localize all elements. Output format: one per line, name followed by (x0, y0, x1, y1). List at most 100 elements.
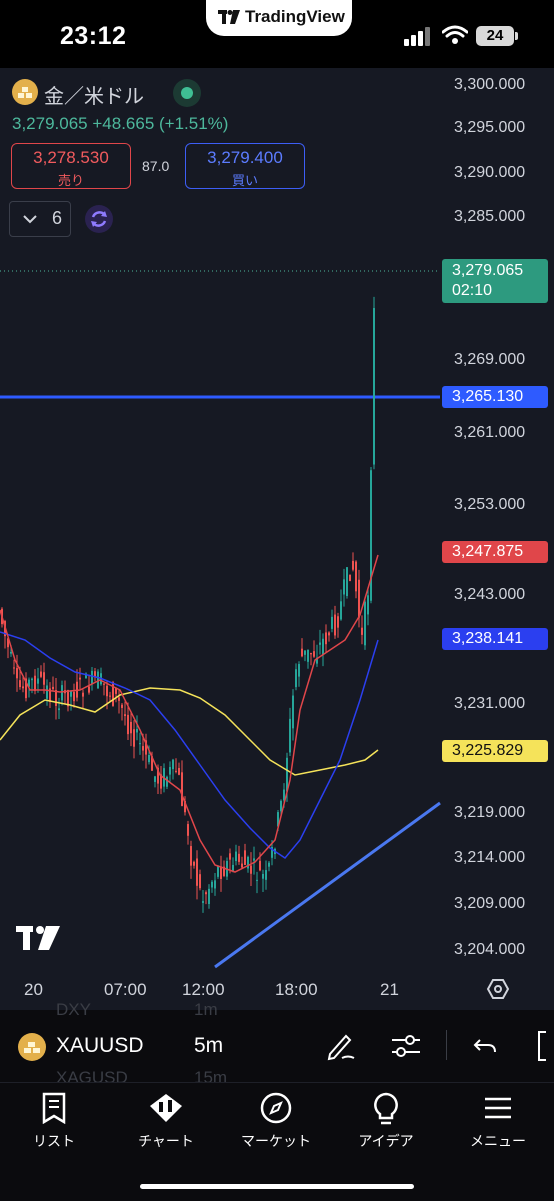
candle-body (22, 686, 24, 689)
candle-body (286, 757, 288, 792)
refresh-icon[interactable] (84, 204, 114, 234)
candle-body (37, 678, 39, 684)
candle-body (283, 789, 285, 801)
candle-body (373, 308, 375, 465)
nav-item-chart[interactable] (116, 1086, 216, 1152)
gold-symbol-icon (18, 1033, 46, 1061)
candle-body (172, 759, 174, 770)
candle-body (358, 579, 360, 618)
drawing-pen-icon[interactable] (324, 1030, 356, 1062)
indicator-collapse-button[interactable] (9, 201, 71, 237)
candle-body (97, 671, 99, 689)
price-chart[interactable] (0, 0, 554, 1010)
candle-body (343, 579, 345, 595)
candle-body (85, 673, 87, 679)
candle-body (187, 824, 189, 836)
candle-body (127, 714, 129, 735)
blue-ma-tag: 3,238.141 (442, 628, 548, 650)
candle-body (139, 743, 141, 745)
nav-item-ideas[interactable] (336, 1086, 436, 1152)
interval-selector[interactable]: 5m (194, 1034, 224, 1057)
sell-button[interactable]: 3,278.530 売り (11, 143, 131, 189)
candle-body (304, 650, 306, 655)
ma-yellow-line (0, 687, 379, 776)
price-tick: 3,295.000 (454, 119, 526, 136)
nav-item-list[interactable] (4, 1086, 104, 1152)
candle-body (28, 679, 30, 687)
candle-body (79, 677, 81, 680)
candle-body (346, 567, 348, 597)
trend-line[interactable] (214, 801, 441, 969)
fullscreen-icon[interactable] (534, 1030, 554, 1062)
candle-body (295, 669, 297, 688)
bottom-navigation (0, 1082, 554, 1201)
candle-body (325, 632, 327, 645)
candle-body (244, 850, 246, 865)
candle-body (118, 697, 120, 701)
candle-body (43, 672, 45, 685)
candle-body (88, 686, 90, 693)
candle-body (301, 648, 303, 657)
home-indicator (140, 1184, 414, 1189)
lightbulb-icon (374, 1092, 398, 1125)
nav-label-market: マーケット (241, 1133, 311, 1149)
last-price-value: 3,279.065 (452, 262, 524, 279)
price-change-line: 3,279.065 +48.665 (+1.51%) (12, 114, 229, 133)
candle-body (289, 718, 291, 753)
nav-item-market[interactable] (226, 1086, 326, 1152)
ma-red-line (0, 554, 379, 873)
spread-value: 87.0 (142, 158, 170, 174)
candle-body (313, 651, 315, 657)
candles-group (1, 296, 375, 913)
candle-body (199, 874, 201, 889)
last-price-tag: 3,279.065 02:10 (442, 259, 548, 303)
candle-body (361, 627, 363, 635)
symbol-selector[interactable]: XAUUSD (56, 1034, 144, 1057)
candle-body (73, 691, 75, 702)
candle-body (157, 767, 159, 784)
candle-body (178, 768, 180, 775)
nav-label-menu: メニュー (470, 1133, 526, 1149)
status-time: 23:12 (60, 22, 127, 50)
candle-body (229, 853, 231, 860)
candle-body (40, 671, 42, 677)
candle-body (181, 772, 183, 806)
candle-body (175, 770, 177, 772)
candle-body (220, 866, 222, 879)
candle-body (124, 714, 126, 716)
candle-body (13, 667, 15, 669)
candle-body (337, 616, 339, 628)
nav-label-ideas: アイデア (358, 1133, 414, 1149)
candle-body (166, 776, 168, 787)
undo-icon[interactable] (472, 1034, 500, 1058)
battery-indicator: 24 (476, 26, 514, 46)
candle-body (256, 879, 258, 881)
price-scale[interactable] (440, 68, 554, 973)
candle-body (19, 680, 21, 688)
signal-icon (404, 27, 430, 46)
candle-body (196, 858, 198, 886)
nav-label-list: リスト (33, 1133, 75, 1149)
candle-body (367, 595, 369, 615)
candle-body (151, 756, 153, 771)
chart-settings-icon[interactable] (486, 977, 510, 1001)
candle-body (58, 708, 60, 711)
candle-body (136, 728, 138, 733)
candle-body (91, 670, 93, 684)
candle-body (55, 690, 57, 706)
candle-body (10, 651, 12, 654)
candle-body (67, 689, 69, 707)
symbol-title[interactable]: 金／米ドル (44, 86, 144, 108)
candle-body (7, 638, 9, 648)
candle-body (280, 800, 282, 812)
candle-body (190, 846, 192, 866)
candle-body (133, 729, 135, 747)
candle-body (292, 695, 294, 729)
market-status-icon (173, 79, 201, 107)
tradingview-label: TradingView (245, 7, 345, 26)
indicator-settings-icon[interactable] (390, 1032, 422, 1060)
nav-item-menu[interactable] (448, 1086, 548, 1152)
buy-button[interactable]: 3,279.400 買い (185, 143, 305, 189)
buy-label: 買い (231, 173, 258, 188)
candle-body (202, 901, 204, 903)
